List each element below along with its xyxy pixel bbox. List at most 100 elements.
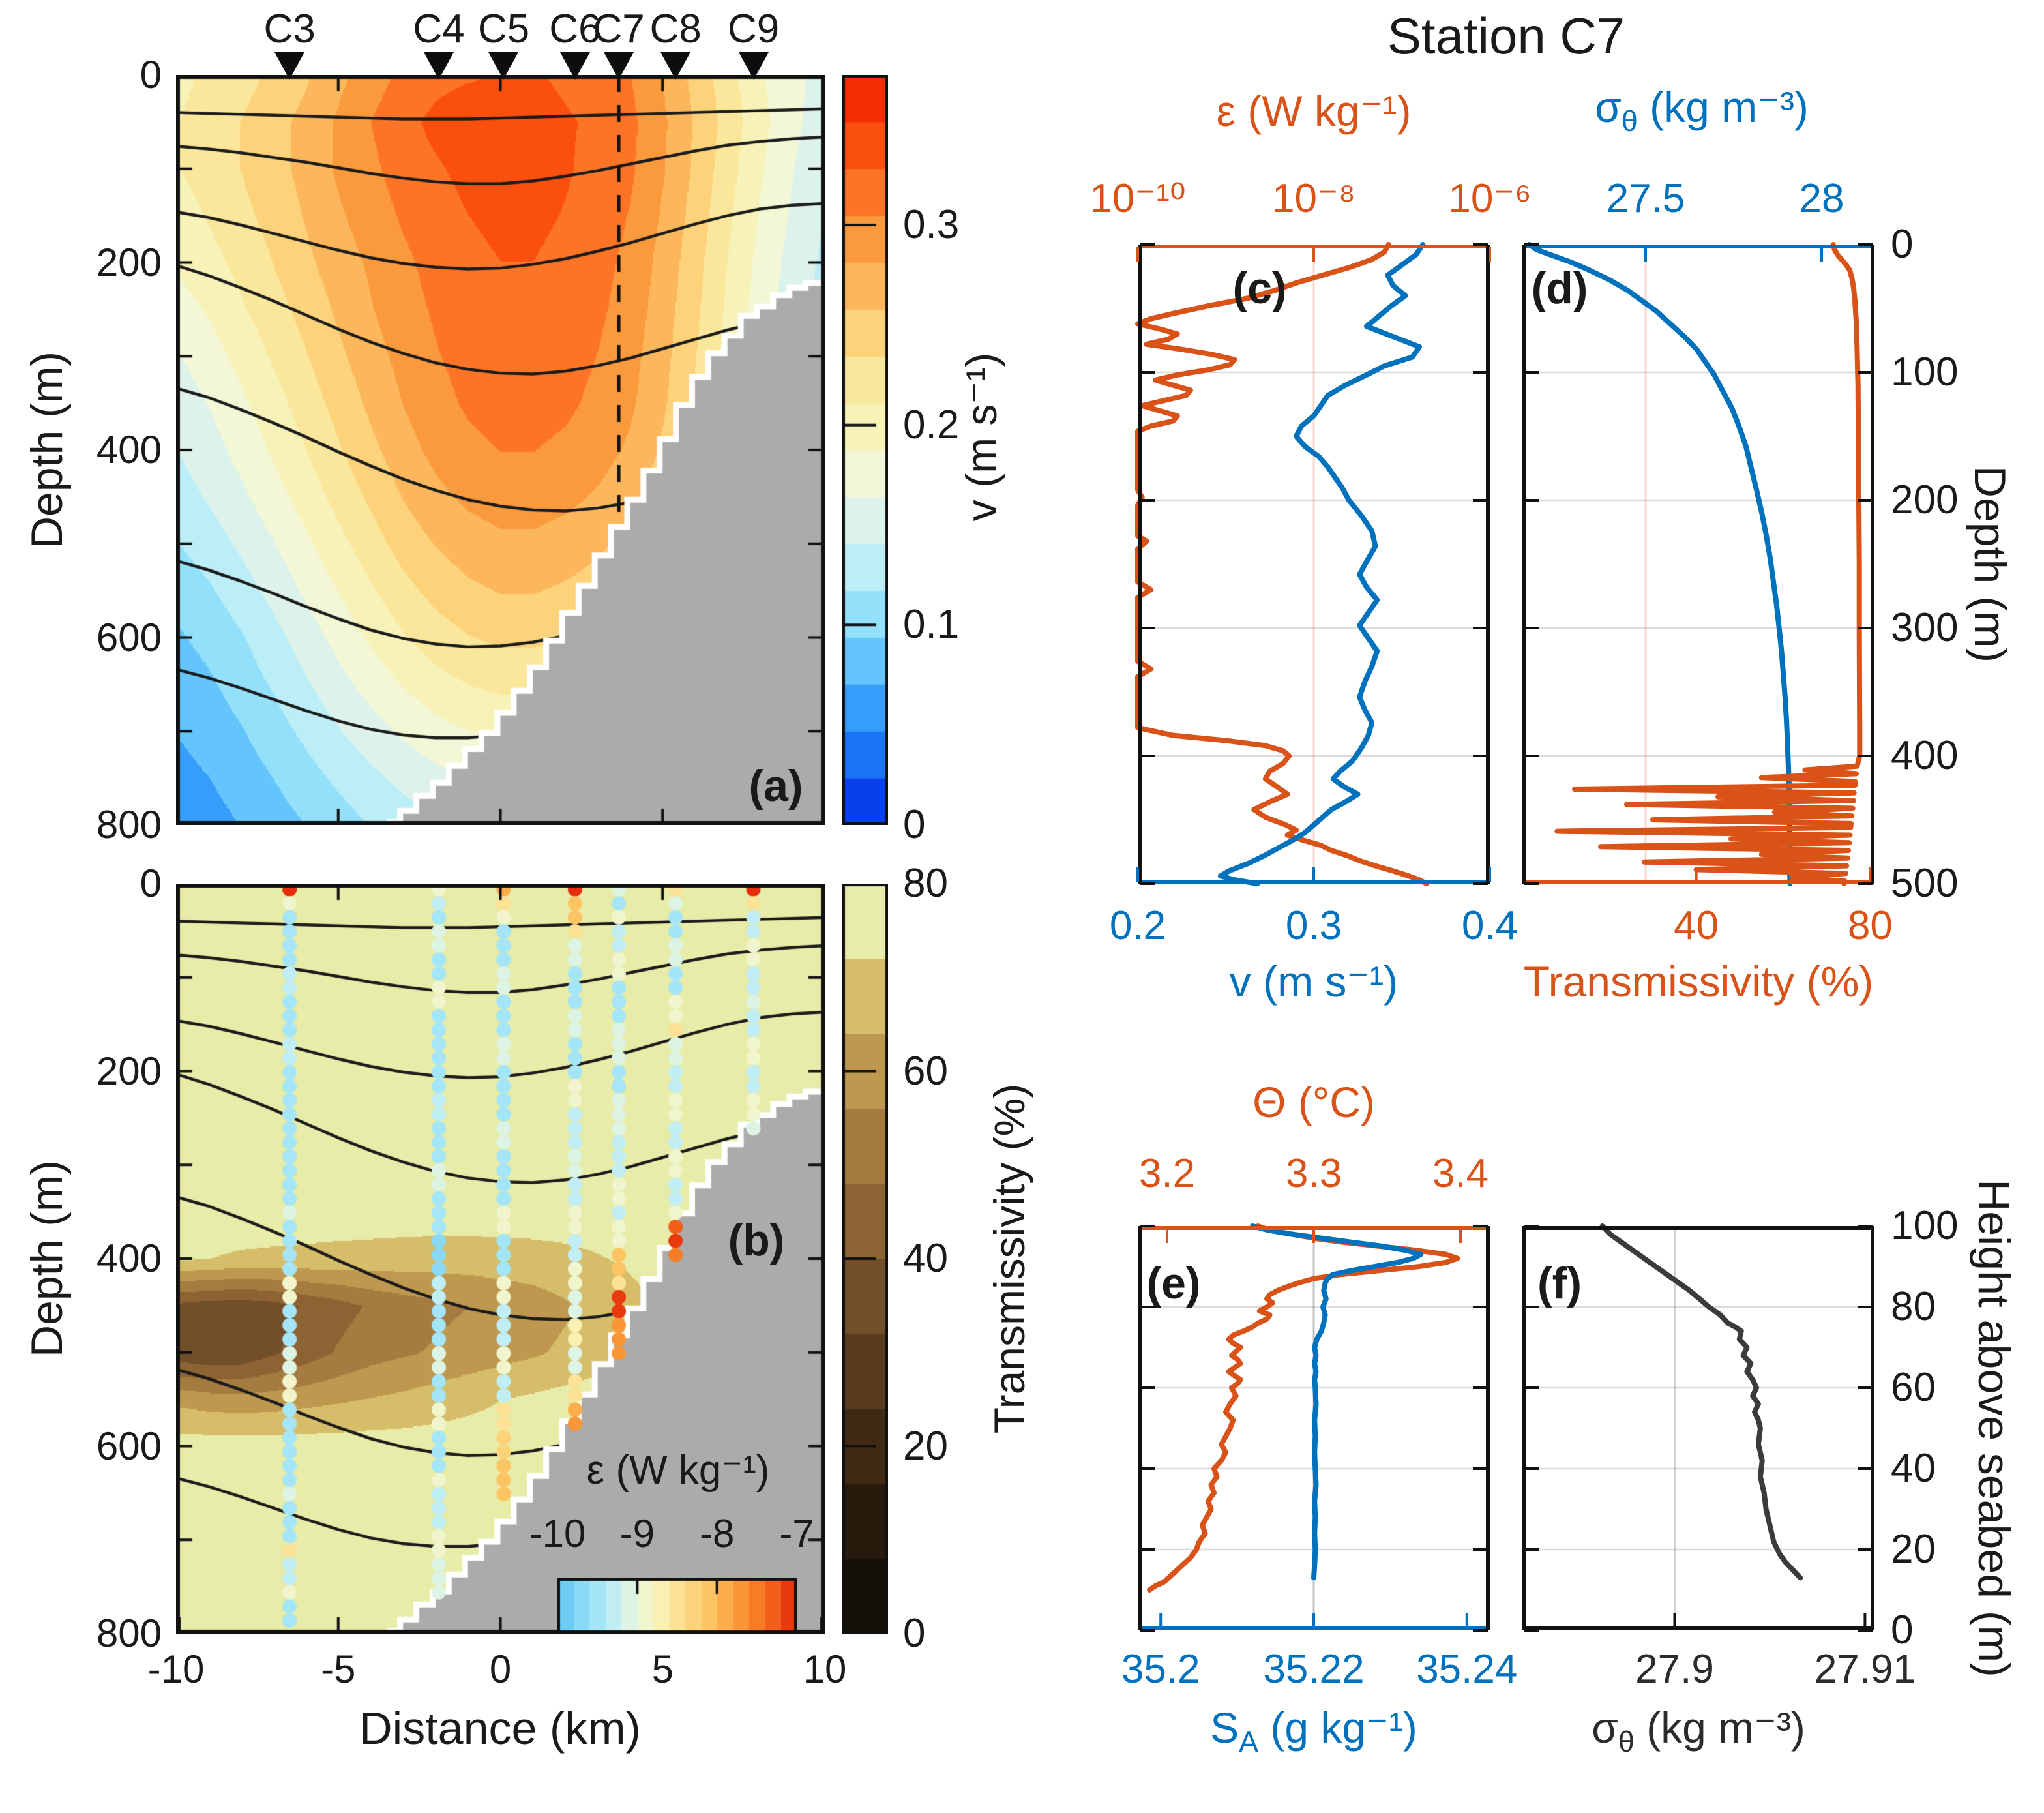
panel-c-top-tick: 10⁻⁸ [1272,176,1355,221]
panel-c-bottom-tick: 0.3 [1285,903,1342,948]
panel-d-bottom-tick: 40 [1674,903,1719,948]
panel-a-ytick: 600 [96,615,162,659]
station-label-c5: C5 [477,7,530,52]
panel-d-right-tick: 0 [1891,222,1914,267]
epsilon-inset-colorbar [557,1578,797,1633]
panel-d-right-tick: 100 [1891,350,1959,395]
panel-a-ytick: 200 [96,240,162,284]
panel-f-right-tick: 20 [1891,1527,1936,1572]
velocity-colorbar-tick: 0.1 [903,602,960,648]
panel-d-right-tick: 300 [1891,605,1959,650]
epsilon-inset-tick: -9 [619,1512,655,1555]
sa-sub: A [1239,1725,1259,1759]
transmissivity-colorbar-label: Transmissivity (%) [985,1083,1033,1434]
figure-title: Station C7 [1387,7,1625,65]
panel-e-bottom-tick: 35.22 [1263,1647,1365,1692]
sigma-sub: θ [1621,104,1638,138]
transmissivity-colorbar-tick: 60 [903,1048,948,1094]
panel-a-ytick: 800 [96,803,162,847]
sa-units: (g kg⁻¹) [1258,1703,1417,1752]
panel-a-ytick: 0 [140,53,162,97]
transmissivity-colorbar-tick: 40 [903,1236,948,1281]
transmissivity-colorbar-tick: 20 [903,1423,948,1469]
panel-letter-b: (b) [728,1216,785,1265]
panel-c-bottom-tick: 0.4 [1461,903,1518,948]
station-marker-c6 [559,52,590,80]
panel-e-bottom-tick: 35.2 [1121,1647,1200,1692]
panel-f-right-tick: 0 [1891,1608,1914,1653]
panel-d-top-tick: 27.5 [1606,176,1685,221]
epsilon-inset-tick: -10 [529,1512,586,1555]
velocity-colorbar-label: v (m s⁻¹) [957,352,1005,522]
panel-b-ytick: 400 [96,1236,162,1280]
panel-c-bottom-tick: 0.2 [1109,903,1166,948]
panel-d-top-tick: 28 [1799,176,1844,221]
panel-b-ytick: 0 [140,862,162,905]
sigma-units: (kg m⁻³) [1637,82,1809,131]
panel-d-top-label: σθ (kg m⁻³) [1595,85,1809,136]
transmissivity-colorbar-tick: 80 [903,861,948,906]
panel-a-ytick: 400 [96,428,162,472]
station-label-c6: C6 [549,7,601,52]
sigma-sub-f: θ [1618,1725,1635,1759]
panel-d-right-label: Depth (m) [1965,465,2015,663]
sigma-symbol: σ [1595,82,1622,131]
panel-b-xtick: -5 [321,1647,356,1691]
velocity-colorbar-tick: 0 [903,802,926,847]
station-label-c4: C4 [413,7,465,52]
panel-b-xtick: 5 [651,1647,674,1691]
panel-f-right-tick: 40 [1891,1446,1936,1491]
panel-c-top-tick: 10⁻¹⁰ [1089,176,1186,221]
station-marker-c5 [488,52,519,80]
transmissivity-section-canvas [176,884,825,1634]
panel-d-bottom-tick: 80 [1847,903,1893,948]
panel-b-xtick: -10 [147,1647,205,1691]
panel-f-bottom-tick: 27.9 [1635,1647,1714,1692]
transmissivity-colorbar [842,884,888,1634]
panel-b-ytick: 200 [96,1049,162,1093]
panel-letter-f: (f) [1537,1259,1582,1308]
station-marker-c3 [274,52,305,80]
panel-d-right-tick: 400 [1891,733,1959,778]
panel-d-right-tick: 500 [1891,861,1959,906]
panel-letter-d: (d) [1531,263,1588,313]
panel-e-bottom-label: SA (g kg⁻¹) [1210,1706,1417,1757]
transmissivity-colorbar-tick: 0 [903,1611,926,1656]
panel-letter-a: (a) [748,761,803,811]
panel-f-right-tick: 100 [1891,1203,1959,1248]
sa-symbol: S [1210,1703,1239,1752]
panel-b-ylabel: Depth (m) [22,1160,72,1358]
panel-f-bottom-label: σθ (kg m⁻³) [1592,1706,1805,1757]
panel-e-top-label: Θ (°C) [1252,1078,1375,1126]
station-label-c3: C3 [263,7,316,52]
panel-letter-e: (e) [1146,1259,1201,1308]
panel-d-bottom-label: Transmissivity (%) [1523,957,1874,1006]
panel-b-xtick: 10 [803,1647,847,1691]
epsilon-inset-tick: -7 [779,1512,814,1555]
epsilon-inset-label: ε (W kg⁻¹) [586,1448,770,1493]
panel-c-top-label: ε (W kg⁻¹) [1216,87,1412,135]
panel-b-xtick: 0 [489,1647,512,1691]
epsilon-inset-tick: -8 [699,1512,735,1555]
profile-line [1147,1223,1460,1593]
station-marker-c9 [738,52,769,80]
sigma-symbol-f: σ [1592,1703,1618,1752]
profile-line [1250,1223,1424,1581]
panel-e-top-tick: 3.3 [1285,1151,1342,1196]
panel-f-right-tick: 60 [1891,1365,1936,1410]
station-marker-c7 [604,52,634,80]
panel-letter-c: (c) [1232,263,1287,313]
panel-b-xlabel: Distance (km) [359,1703,641,1754]
panel-b-ytick: 600 [96,1424,162,1468]
panel-d-right-tick: 200 [1891,477,1959,522]
velocity-section-canvas [176,75,825,825]
profile-line [1526,242,1793,886]
panel-e-top-tick: 3.2 [1138,1151,1196,1196]
velocity-colorbar-tick: 0.3 [903,202,960,247]
panel-e-top-tick: 3.4 [1432,1151,1489,1196]
station-marker-c4 [423,52,454,80]
profile-line [1599,1223,1803,1581]
station-label-c9: C9 [727,7,780,52]
